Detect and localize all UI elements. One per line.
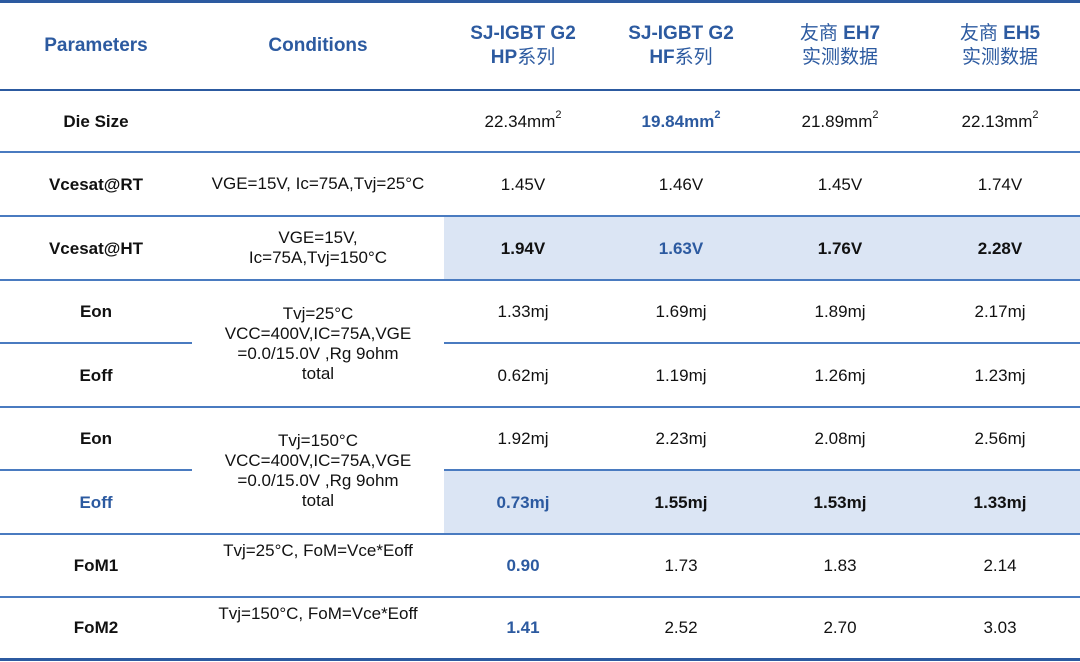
value-die-eh5: 22.13mm2 [920,90,1080,153]
value-fom1-hp: 0.90 [444,534,602,598]
header-parameters: Parameters [0,0,192,91]
header-conditions: Conditions [192,0,444,91]
value-eoff150-hf: 1.55mj [602,470,760,535]
param-fom2: FoM2 [0,597,192,661]
value-eoff150-eh5: 1.33mj [920,470,1080,535]
cond-fom1: Tvj=25°C, FoM=Vce*Eoff [192,534,444,598]
value-die-hp: 22.34mm2 [444,90,602,153]
value-eon25-hf: 1.69mj [602,280,760,344]
row-vcesat-rt: Vcesat@RT VGE=15V, Ic=75A,Tvj=25°C 1.45V… [0,152,1080,217]
row-vcesat-ht: Vcesat@HT VGE=15V, Ic=75A,Tvj=150°C 1.94… [0,216,1080,281]
header-row: Parameters Conditions SJ-IGBT G2 HP系列 SJ… [0,0,1080,91]
cond-vcesat-rt: VGE=15V, Ic=75A,Tvj=25°C [192,152,444,217]
header-sj-igbt-hp: SJ-IGBT G2 HP系列 [444,0,602,91]
value-die-eh7: 21.89mm2 [760,90,920,153]
value-eon150-eh7: 2.08mj [760,407,920,471]
value-fom2-hp: 1.41 [444,597,602,661]
value-eon25-hp: 1.33mj [444,280,602,344]
cond-switching-150: Tvj=150°C VCC=400V,IC=75A,VGE =0.0/15.0V… [192,407,444,535]
row-eon-25: Eon Tvj=25°C VCC=400V,IC=75A,VGE =0.0/15… [0,280,1080,408]
value-fom2-hf: 2.52 [602,597,760,661]
value-eon150-hf: 2.23mj [602,407,760,471]
value-fom1-eh7: 1.83 [760,534,920,598]
value-eoff25-eh7: 1.26mj [760,343,920,408]
value-vht-eh7: 1.76V [760,216,920,281]
param-vcesat-rt: Vcesat@RT [0,152,192,217]
value-eoff25-hf: 1.19mj [602,343,760,408]
param-eoff-150: Eoff [0,470,192,535]
row-eoff-25: Eoff 0.62mj 1.19mj 1.26mj 1.23mj [0,343,1080,408]
value-eon150-hp: 1.92mj [444,407,602,471]
row-fom2: FoM2 Tvj=150°C, FoM=Vce*Eoff 1.41 2.52 2… [0,597,1080,661]
cond-fom2: Tvj=150°C, FoM=Vce*Eoff [192,597,444,661]
value-eoff150-hp: 0.73mj [444,470,602,535]
param-die-size: Die Size [0,90,192,153]
row-eon-150: Eon Tvj=150°C VCC=400V,IC=75A,VGE =0.0/1… [0,407,1080,535]
value-vrt-hp: 1.45V [444,152,602,217]
cond-die-size [192,90,444,153]
value-vht-hp: 1.94V [444,216,602,281]
value-vht-eh5: 2.28V [920,216,1080,281]
param-vcesat-ht: Vcesat@HT [0,216,192,281]
row-eoff-150: Eoff 0.73mj 1.55mj 1.53mj 1.33mj [0,470,1080,535]
value-fom2-eh7: 2.70 [760,597,920,661]
cond-vcesat-ht: VGE=15V, Ic=75A,Tvj=150°C [192,216,444,281]
value-eoff25-hp: 0.62mj [444,343,602,408]
value-eon25-eh5: 2.17mj [920,280,1080,344]
row-die-size: Die Size 22.34mm2 19.84mm2 21.89mm2 22.1… [0,90,1080,153]
value-fom1-eh5: 2.14 [920,534,1080,598]
param-eon-150: Eon [0,407,192,471]
value-vrt-eh7: 1.45V [760,152,920,217]
cond-switching-25: Tvj=25°C VCC=400V,IC=75A,VGE =0.0/15.0V … [192,280,444,408]
param-fom1: FoM1 [0,534,192,598]
value-fom2-eh5: 3.03 [920,597,1080,661]
value-die-hf: 19.84mm2 [602,90,760,153]
row-fom1: FoM1 Tvj=25°C, FoM=Vce*Eoff 0.90 1.73 1.… [0,534,1080,598]
param-eon-25: Eon [0,280,192,344]
param-eoff-25: Eoff [0,343,192,408]
value-eoff25-eh5: 1.23mj [920,343,1080,408]
value-eoff150-eh7: 1.53mj [760,470,920,535]
value-eon25-eh7: 1.89mj [760,280,920,344]
value-vht-hf: 1.63V [602,216,760,281]
header-competitor-eh7: 友商 EH7 实测数据 [760,0,920,91]
header-sj-igbt-hf: SJ-IGBT G2 HF系列 [602,0,760,91]
header-competitor-eh5: 友商 EH5 实测数据 [920,0,1080,91]
value-vrt-eh5: 1.74V [920,152,1080,217]
value-fom1-hf: 1.73 [602,534,760,598]
value-eon150-eh5: 2.56mj [920,407,1080,471]
value-vrt-hf: 1.46V [602,152,760,217]
